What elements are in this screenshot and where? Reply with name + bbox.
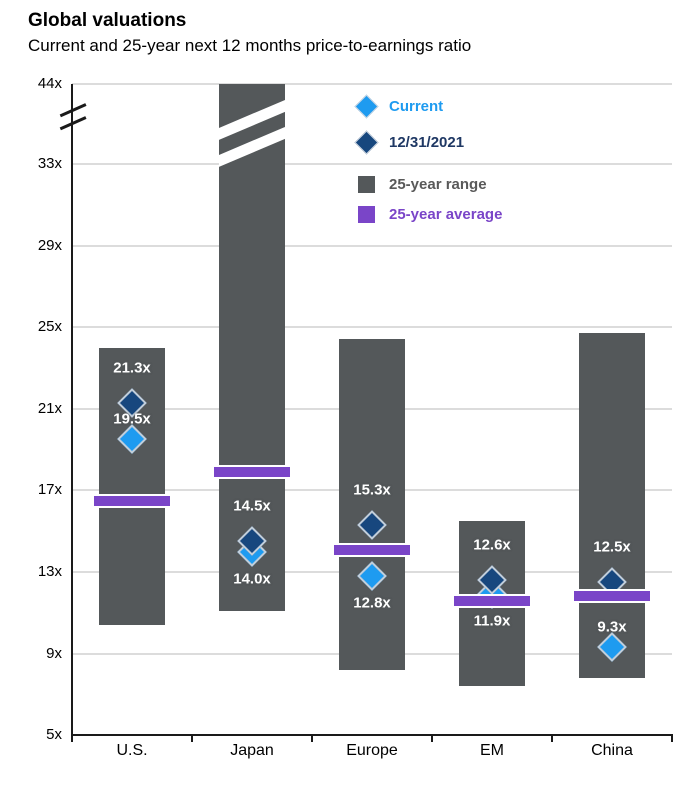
x-category-label: Japan <box>230 742 274 759</box>
average-bar-China <box>572 589 652 604</box>
x-axis-tick <box>671 735 673 742</box>
average-bar-Japan <box>212 465 292 480</box>
y-tick-label: 13x <box>37 563 62 580</box>
dec-2021-value-label: 12.5x <box>593 538 631 556</box>
x-axis-tick <box>71 735 73 742</box>
square-legend-icon <box>358 175 375 193</box>
diamond-legend-icon <box>354 129 379 155</box>
y-tick-label: 33x <box>37 155 62 172</box>
legend-item-25-year-average: 25-year average <box>358 203 502 225</box>
x-category-label: U.S. <box>116 742 148 759</box>
legend-item-25-year-range: 25-year range <box>358 173 487 195</box>
dec-2021-value-label: 12.6x <box>473 536 511 554</box>
y-tick-label: 17x <box>37 481 62 499</box>
axis-break-mark <box>59 103 87 117</box>
legend-label: Current <box>389 97 444 115</box>
x-category-label: EM <box>480 742 504 759</box>
x-axis-tick <box>191 735 193 742</box>
legend-item-current: Current <box>354 93 444 119</box>
range-bar-China <box>579 333 645 679</box>
gridline-29x <box>72 244 672 247</box>
legend-label: 25-year range <box>389 175 487 193</box>
diamond-legend-icon <box>354 93 379 119</box>
gridline-44x <box>72 83 672 85</box>
x-axis-tick <box>551 735 553 742</box>
x-axis-tick <box>311 735 313 742</box>
x-axis-line <box>71 734 673 736</box>
current-value-label: 14.0x <box>233 570 271 588</box>
range-bar-Japan <box>219 84 285 611</box>
y-tick-label: 25x <box>37 318 62 336</box>
dec-2021-value-label: 15.3x <box>353 481 391 499</box>
y-tick-label: 29x <box>37 236 62 254</box>
chart-title: Global valuations <box>28 10 187 31</box>
axis-break-mark <box>59 116 87 130</box>
gridline-25x <box>72 326 672 329</box>
y-tick-label: 21x <box>37 399 62 417</box>
y-axis-line <box>71 84 73 736</box>
square-legend-icon <box>358 205 375 223</box>
legend-label: 25-year average <box>389 205 503 223</box>
x-category-label: China <box>591 742 633 759</box>
chart-subtitle: Current and 25-year next 12 months price… <box>28 36 472 55</box>
x-category-label: Europe <box>346 742 398 759</box>
legend-item-12-31-2021: 12/31/2021 <box>354 129 465 155</box>
current-value-label: 9.3x <box>597 618 627 636</box>
average-bar-Europe <box>332 542 412 557</box>
gridline-33x <box>72 163 672 165</box>
current-value-label: 19.5x <box>113 410 151 428</box>
average-bar-EM <box>452 593 532 608</box>
y-tick-label: 44x <box>37 75 62 92</box>
current-value-label: 11.9x <box>473 612 511 630</box>
average-bar-U.S. <box>92 493 172 508</box>
y-tick-label: 9x <box>46 644 62 662</box>
range-bar-Europe <box>339 339 405 670</box>
dec-2021-value-label: 21.3x <box>113 359 151 377</box>
x-axis-tick <box>431 735 433 742</box>
legend-label: 12/31/2021 <box>389 133 465 151</box>
y-tick-label: 5x <box>46 726 62 744</box>
dec-2021-value-label: 14.5x <box>233 497 271 515</box>
current-value-label: 12.8x <box>353 594 391 612</box>
